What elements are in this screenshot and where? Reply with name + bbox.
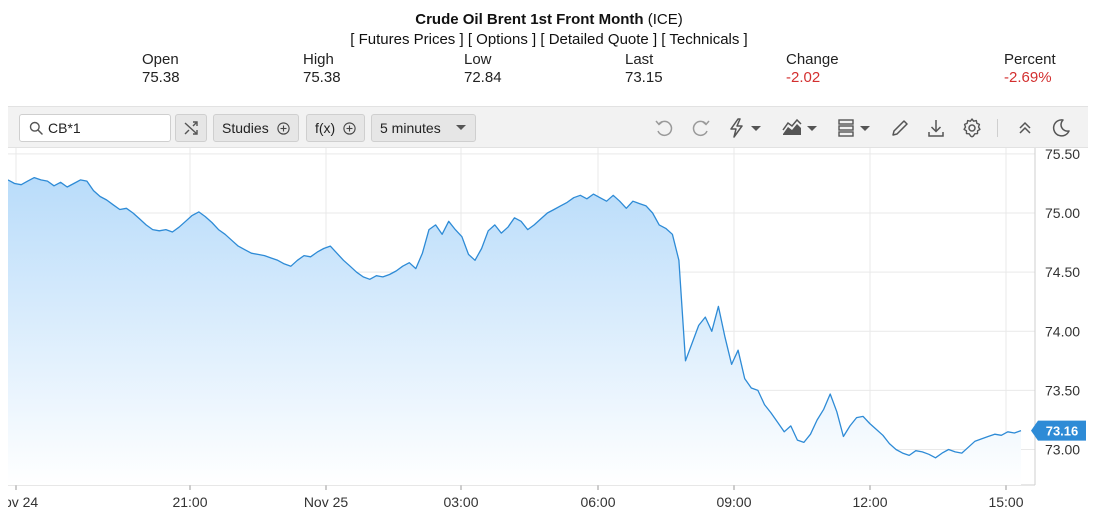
stat-change: Change -2.02	[786, 51, 839, 87]
x-tick-label: Nov 25	[304, 494, 349, 510]
events-button[interactable]	[726, 116, 762, 140]
x-tick-label: 15:00	[988, 494, 1023, 510]
stat-value: -2.69%	[1004, 69, 1052, 86]
toolbar-divider	[997, 119, 998, 137]
stat-high: High 75.38	[303, 51, 341, 87]
quote-links: [ Futures Prices ] [ Options ] [ Detaile…	[0, 31, 1098, 48]
stat-last: Last 73.15	[625, 51, 663, 87]
quote-header: Crude Oil Brent 1st Front Month (ICE) [ …	[0, 0, 1098, 100]
stat-value: -2.02	[786, 69, 821, 86]
redo-icon	[692, 120, 710, 137]
stat-value: 72.84	[464, 69, 502, 86]
settings-icon	[963, 118, 981, 138]
search-icon	[29, 121, 43, 135]
stat-low: Low 72.84	[464, 51, 502, 87]
x-tick-label: 06:00	[580, 494, 615, 510]
download-button[interactable]	[924, 116, 948, 140]
dark-mode-icon	[1052, 119, 1070, 137]
futures-prices-link[interactable]: [ Futures Prices ]	[350, 31, 464, 48]
redo-button[interactable]	[689, 116, 713, 140]
stat-value: 75.38	[142, 69, 180, 86]
last-price-label: 73.16	[1046, 424, 1079, 439]
y-tick-label: 73.00	[1045, 442, 1080, 458]
x-tick-label: 03:00	[443, 494, 478, 510]
draw-icon	[892, 120, 908, 136]
y-tick-label: 74.00	[1045, 323, 1080, 339]
exchange-code: (ICE)	[647, 11, 683, 28]
stat-percent: Percent -2.69%	[1004, 51, 1056, 87]
price-chart[interactable]: 75.50 75.00 74.50 74.00 73.50 73.00 Nov 24 21:0…	[8, 148, 1098, 514]
draw-button[interactable]	[888, 116, 912, 140]
compare-button[interactable]	[175, 114, 207, 142]
price-chart-svg[interactable]: 75.50 75.00 74.50 74.00 73.50 73.00 Nov 24 21:0…	[8, 148, 1098, 514]
stat-label: Last	[625, 51, 654, 68]
stat-label: Open	[142, 51, 179, 68]
y-tick-label: 74.50	[1045, 264, 1080, 280]
stat-value: 73.15	[625, 69, 663, 86]
chevron-down-icon	[455, 125, 466, 131]
quote-title: Crude Oil Brent 1st Front Month (ICE)	[0, 11, 1098, 28]
collapse-button[interactable]	[1013, 116, 1037, 140]
add-icon	[343, 122, 356, 135]
interval-select[interactable]: 5 minutes	[371, 114, 476, 142]
download-icon	[928, 120, 944, 137]
template-button[interactable]	[837, 116, 873, 140]
y-tick-label: 75.00	[1045, 205, 1080, 221]
y-tick-label: 75.50	[1045, 148, 1080, 162]
chart-type-button[interactable]	[780, 116, 818, 140]
stat-label: High	[303, 51, 334, 68]
function-button[interactable]: f(x)	[306, 114, 366, 142]
undo-icon	[655, 120, 673, 137]
symbol-input[interactable]	[48, 118, 166, 138]
instrument-name: Crude Oil Brent 1st Front Month	[415, 11, 644, 28]
price-line	[8, 176, 1022, 459]
studies-label: Studies	[222, 120, 269, 136]
symbol-search-box[interactable]	[19, 114, 171, 142]
compare-icon	[184, 121, 198, 135]
lightning-icon	[730, 118, 761, 138]
stat-label: Low	[464, 51, 492, 68]
detailed-quote-link[interactable]: [ Detailed Quote ]	[540, 31, 658, 48]
undo-button[interactable]	[652, 116, 676, 140]
stat-open: Open 75.38	[142, 51, 180, 87]
x-tick-label: 09:00	[716, 494, 751, 510]
last-price-badge	[1031, 420, 1086, 441]
x-tick-label: 12:00	[852, 494, 887, 510]
stat-value: 75.38	[303, 69, 341, 86]
x-tick-label: 21:00	[172, 494, 207, 510]
chart-toolbar: Studies f(x) 5 minutes	[8, 106, 1088, 148]
add-icon	[276, 122, 290, 135]
dark-mode-button[interactable]	[1049, 116, 1073, 140]
technicals-link[interactable]: [ Technicals ]	[661, 31, 748, 48]
stat-label: Percent	[1004, 51, 1056, 68]
x-tick-label: Nov 24	[8, 494, 38, 510]
y-tick-label: 73.50	[1045, 382, 1080, 398]
collapse-icon	[1019, 121, 1031, 134]
options-link[interactable]: [ Options ]	[467, 31, 537, 48]
function-label: f(x)	[315, 120, 336, 136]
template-icon	[838, 119, 870, 137]
chart-type-icon	[782, 118, 817, 135]
settings-button[interactable]	[960, 116, 984, 140]
stat-label: Change	[786, 51, 839, 68]
interval-label: 5 minutes	[380, 120, 441, 136]
studies-button[interactable]: Studies	[213, 114, 299, 142]
price-area	[8, 177, 1021, 485]
